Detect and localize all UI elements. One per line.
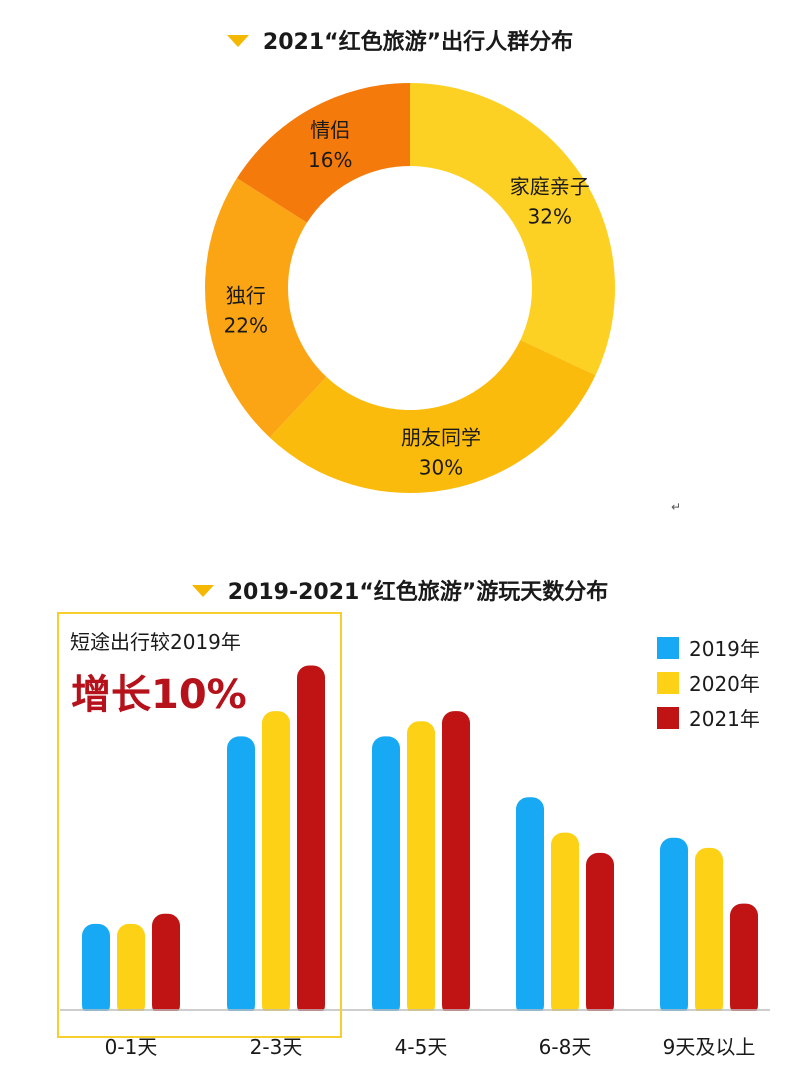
legend-swatch bbox=[657, 637, 679, 659]
donut-slice-percent-label: 16% bbox=[308, 148, 352, 172]
donut-chart-title: 2021“红色旅游”出行人群分布 bbox=[0, 24, 800, 56]
bar-2019年-4-5天 bbox=[372, 736, 400, 1017]
return-mark: ↵ bbox=[671, 500, 682, 514]
donut-slice-category-label: 情侣 bbox=[310, 118, 350, 142]
bar-2021年-2-3天 bbox=[297, 665, 325, 1017]
bar-2019年-6-8天 bbox=[516, 797, 544, 1017]
bar-2021年-0-1天 bbox=[152, 913, 180, 1017]
x-tick-label: 0-1天 bbox=[105, 1035, 158, 1059]
legend-swatch bbox=[657, 672, 679, 694]
donut-slice-category-label: 独行 bbox=[226, 284, 266, 308]
x-tick-label: 6-8天 bbox=[539, 1035, 592, 1059]
bar-2021年-6-8天 bbox=[586, 852, 614, 1017]
bar-chart-title: 2019-2021“红色旅游”游玩天数分布 bbox=[0, 574, 800, 606]
bar-chart: 0-1天 2-3天 4-5天 6-8天 9天及以上 bbox=[60, 665, 770, 1059]
donut-slice-percent-label: 32% bbox=[528, 204, 572, 228]
x-tick-label: 4-5天 bbox=[395, 1035, 448, 1059]
donut-chart: 家庭亲子 32% 朋友同学 30% 独行 22% 情侣 16% bbox=[205, 82, 615, 493]
donut-title-text: 2021“红色旅游”出行人群分布 bbox=[262, 30, 574, 55]
donut-slice-2 bbox=[269, 339, 596, 493]
legend-swatch bbox=[657, 707, 679, 729]
bar-2020年-2-3天 bbox=[262, 711, 290, 1017]
short-trip-callout-box: 短途出行较2019年 增长10% bbox=[57, 612, 342, 1038]
x-tick-label: 2-3天 bbox=[250, 1035, 303, 1059]
bar-2020年-0-1天 bbox=[117, 923, 145, 1017]
triangle-icon bbox=[226, 35, 249, 47]
bar-title-text: 2019-2021“红色旅游”游玩天数分布 bbox=[227, 580, 609, 605]
bar-2021年-4-5天 bbox=[442, 711, 470, 1017]
donut-slice-percent-label: 30% bbox=[419, 456, 463, 480]
donut-slice-percent-label: 22% bbox=[224, 314, 268, 338]
donut-slice-category-label: 朋友同学 bbox=[401, 426, 481, 450]
legend-label: 2021年 bbox=[689, 707, 760, 731]
callout-caption: 短途出行较2019年 bbox=[70, 630, 241, 654]
legend-label: 2019年 bbox=[689, 637, 760, 661]
donut-slice-4 bbox=[236, 82, 410, 223]
bar-2020年-4-5天 bbox=[407, 721, 435, 1017]
donut-slice-category-label: 家庭亲子 bbox=[510, 174, 590, 198]
triangle-icon bbox=[191, 585, 214, 597]
legend-label: 2020年 bbox=[689, 672, 760, 696]
bar-2021年-9天及以上 bbox=[730, 903, 758, 1017]
donut-slice-3 bbox=[205, 178, 327, 438]
callout-growth-highlight: 增长10% bbox=[71, 672, 247, 718]
bar-2020年-6-8天 bbox=[551, 832, 579, 1017]
donut-slice-1 bbox=[410, 83, 615, 376]
bar-legend: 2019年 2020年 2021年 bbox=[657, 637, 760, 731]
bar-2019年-0-1天 bbox=[82, 923, 110, 1017]
bar-2019年-2-3天 bbox=[227, 736, 255, 1017]
x-tick-label: 9天及以上 bbox=[663, 1035, 756, 1059]
bar-2019年-9天及以上 bbox=[660, 837, 688, 1017]
bar-2020年-9天及以上 bbox=[695, 847, 723, 1017]
axis-mask bbox=[60, 1011, 770, 1021]
